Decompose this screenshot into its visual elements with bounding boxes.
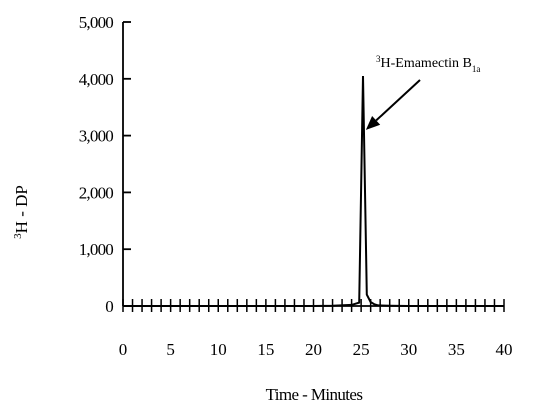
y-axis-title-sup: 3: [12, 233, 24, 239]
annotation-arrow-shaft: [375, 79, 421, 122]
annotation-arrow: [365, 79, 421, 130]
x-tick-label: 20: [305, 340, 322, 359]
y-tick-label: 0: [105, 297, 113, 316]
peak-annotation-label: 3H-Emamectin B1a: [376, 54, 480, 74]
y-axis-title-text: H - DP: [12, 185, 31, 233]
annotation-subscript: 1a: [472, 64, 481, 74]
annotation-text: H-Emamectin B: [381, 56, 472, 71]
x-tick-label: 40: [496, 340, 513, 359]
x-tick-label: 15: [257, 340, 274, 359]
x-tick-label: 30: [400, 340, 417, 359]
x-axis-ticks: 0 5 10 15 20 25 30 35 40: [119, 299, 513, 359]
y-tick-label: 2,000: [79, 183, 114, 202]
x-tick-label: 10: [210, 340, 227, 359]
y-axis-ticks: 0 1,000 2,000 3,000 4,000 5,000: [79, 13, 131, 316]
x-tick-label: 5: [166, 340, 175, 359]
x-tick-label: 0: [119, 340, 128, 359]
y-tick-label: 4,000: [79, 70, 114, 89]
x-tick-label: 25: [353, 340, 370, 359]
y-tick-label: 1,000: [79, 240, 114, 259]
annotation-arrow-head: [365, 116, 381, 130]
x-axis-title: Time - Minutes: [266, 385, 363, 404]
y-tick-label: 5,000: [79, 13, 114, 32]
x-tick-label: 35: [448, 340, 465, 359]
y-axis-title: 3H - DP: [12, 185, 31, 239]
series-line: [123, 75, 504, 307]
y-tick-label: 3,000: [79, 127, 114, 146]
annotation-sup: 3: [376, 54, 381, 64]
